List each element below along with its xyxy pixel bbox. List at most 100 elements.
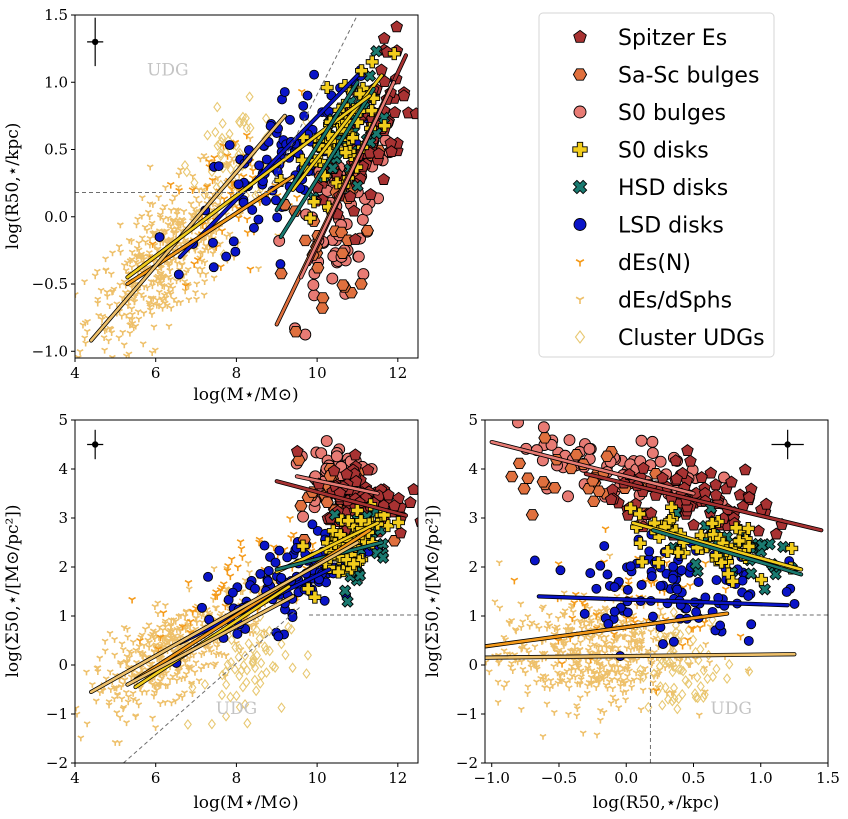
point-den — [210, 154, 219, 162]
point-ded — [202, 271, 210, 278]
point-ded — [123, 654, 131, 660]
legend-entry-spitzer: Spitzer Es — [573, 26, 727, 51]
fit-line-ded — [485, 652, 797, 660]
legend-label: Sa-Sc bulges — [618, 64, 759, 89]
point-ded — [143, 689, 151, 696]
point-ded — [252, 619, 260, 626]
point-udgs — [238, 681, 247, 693]
point-ded — [154, 280, 162, 287]
fit-line-den — [133, 528, 372, 682]
point-s0b — [297, 510, 309, 523]
point-s0d — [378, 119, 392, 133]
legend-marker-s0b — [573, 105, 587, 119]
point-den — [554, 637, 563, 645]
point-spitzer — [695, 471, 708, 483]
point-udgs — [218, 132, 227, 144]
point-udgs — [661, 682, 670, 693]
point-den — [610, 631, 619, 639]
point-udgs — [681, 675, 690, 686]
point-udgs — [703, 673, 712, 685]
point-ded — [566, 677, 574, 684]
point-udgs — [268, 660, 277, 672]
point-den — [218, 228, 227, 235]
y-tick-label: 0.5 — [44, 141, 68, 159]
point-ded — [192, 660, 200, 667]
point-ded — [609, 645, 617, 652]
point-ded — [622, 689, 630, 696]
point-ded — [134, 216, 142, 223]
point-s0d — [633, 507, 647, 521]
point-udgs — [217, 689, 226, 701]
udg-annotation: UDG — [216, 699, 258, 719]
point-ded — [163, 670, 170, 677]
point-ded — [575, 659, 583, 666]
point-ded — [637, 639, 645, 646]
y-tick-label: 4 — [468, 460, 478, 478]
legend-marker-s0d — [572, 141, 588, 158]
point-ded — [524, 614, 532, 620]
x-tick-label: 4 — [70, 769, 80, 787]
point-lsd — [307, 519, 318, 530]
point-ded — [162, 184, 169, 191]
point-udgs — [669, 682, 679, 694]
point-ded — [101, 648, 109, 655]
point-ded — [178, 262, 186, 269]
point-s0b — [356, 213, 369, 226]
point-den — [233, 564, 242, 572]
series-udgs — [634, 606, 754, 715]
point-ded — [154, 246, 162, 253]
legend-marker-lsd — [573, 218, 587, 231]
point-udgs — [211, 126, 220, 138]
point-ded — [474, 649, 480, 654]
point-ded — [494, 699, 502, 706]
point-ded — [569, 609, 577, 616]
point-ded — [210, 565, 218, 572]
point-udgs — [689, 634, 698, 646]
series-ded — [474, 553, 752, 740]
point-ded — [107, 686, 115, 693]
point-ded — [173, 226, 181, 233]
point-den — [242, 132, 251, 140]
point-ded — [588, 620, 595, 627]
point-ded — [88, 681, 96, 688]
point-hsd — [338, 584, 352, 597]
point-ded — [496, 605, 504, 612]
point-ded — [244, 560, 252, 567]
y-tick-label: 1.0 — [44, 73, 68, 91]
point-ded — [621, 666, 629, 672]
point-ded — [185, 586, 193, 593]
point-udgs — [261, 644, 270, 656]
axes-frame — [74, 14, 419, 359]
point-ded — [172, 207, 180, 214]
point-s0b — [562, 490, 574, 503]
point-ded — [146, 235, 154, 242]
legend-marker-spitzer — [573, 29, 587, 43]
point-udgs — [221, 710, 231, 722]
point-sasc — [292, 454, 306, 466]
point-udgs — [249, 653, 258, 664]
point-ded — [546, 685, 554, 692]
point-udgs — [232, 690, 241, 702]
point-ded — [217, 610, 225, 617]
point-lsd — [282, 552, 293, 563]
point-ded — [138, 195, 146, 202]
point-ded — [139, 341, 147, 348]
point-den — [227, 556, 236, 564]
point-udgs — [655, 660, 664, 672]
x-tick-label: 1.0 — [749, 769, 773, 787]
point-ded — [641, 665, 649, 672]
point-hsd — [351, 179, 364, 192]
point-sasc — [335, 247, 350, 259]
point-s0d — [296, 539, 310, 553]
fit-line-den — [485, 611, 730, 649]
typical-error-bar — [771, 429, 804, 460]
point-udgs — [242, 122, 251, 134]
point-ded — [161, 602, 169, 609]
point-spitzer — [404, 496, 417, 508]
point-ded — [73, 406, 79, 411]
point-ded — [562, 627, 570, 634]
point-udgs — [665, 656, 674, 668]
point-ded — [619, 633, 627, 640]
point-den — [510, 577, 519, 585]
point-sasc — [569, 449, 584, 461]
